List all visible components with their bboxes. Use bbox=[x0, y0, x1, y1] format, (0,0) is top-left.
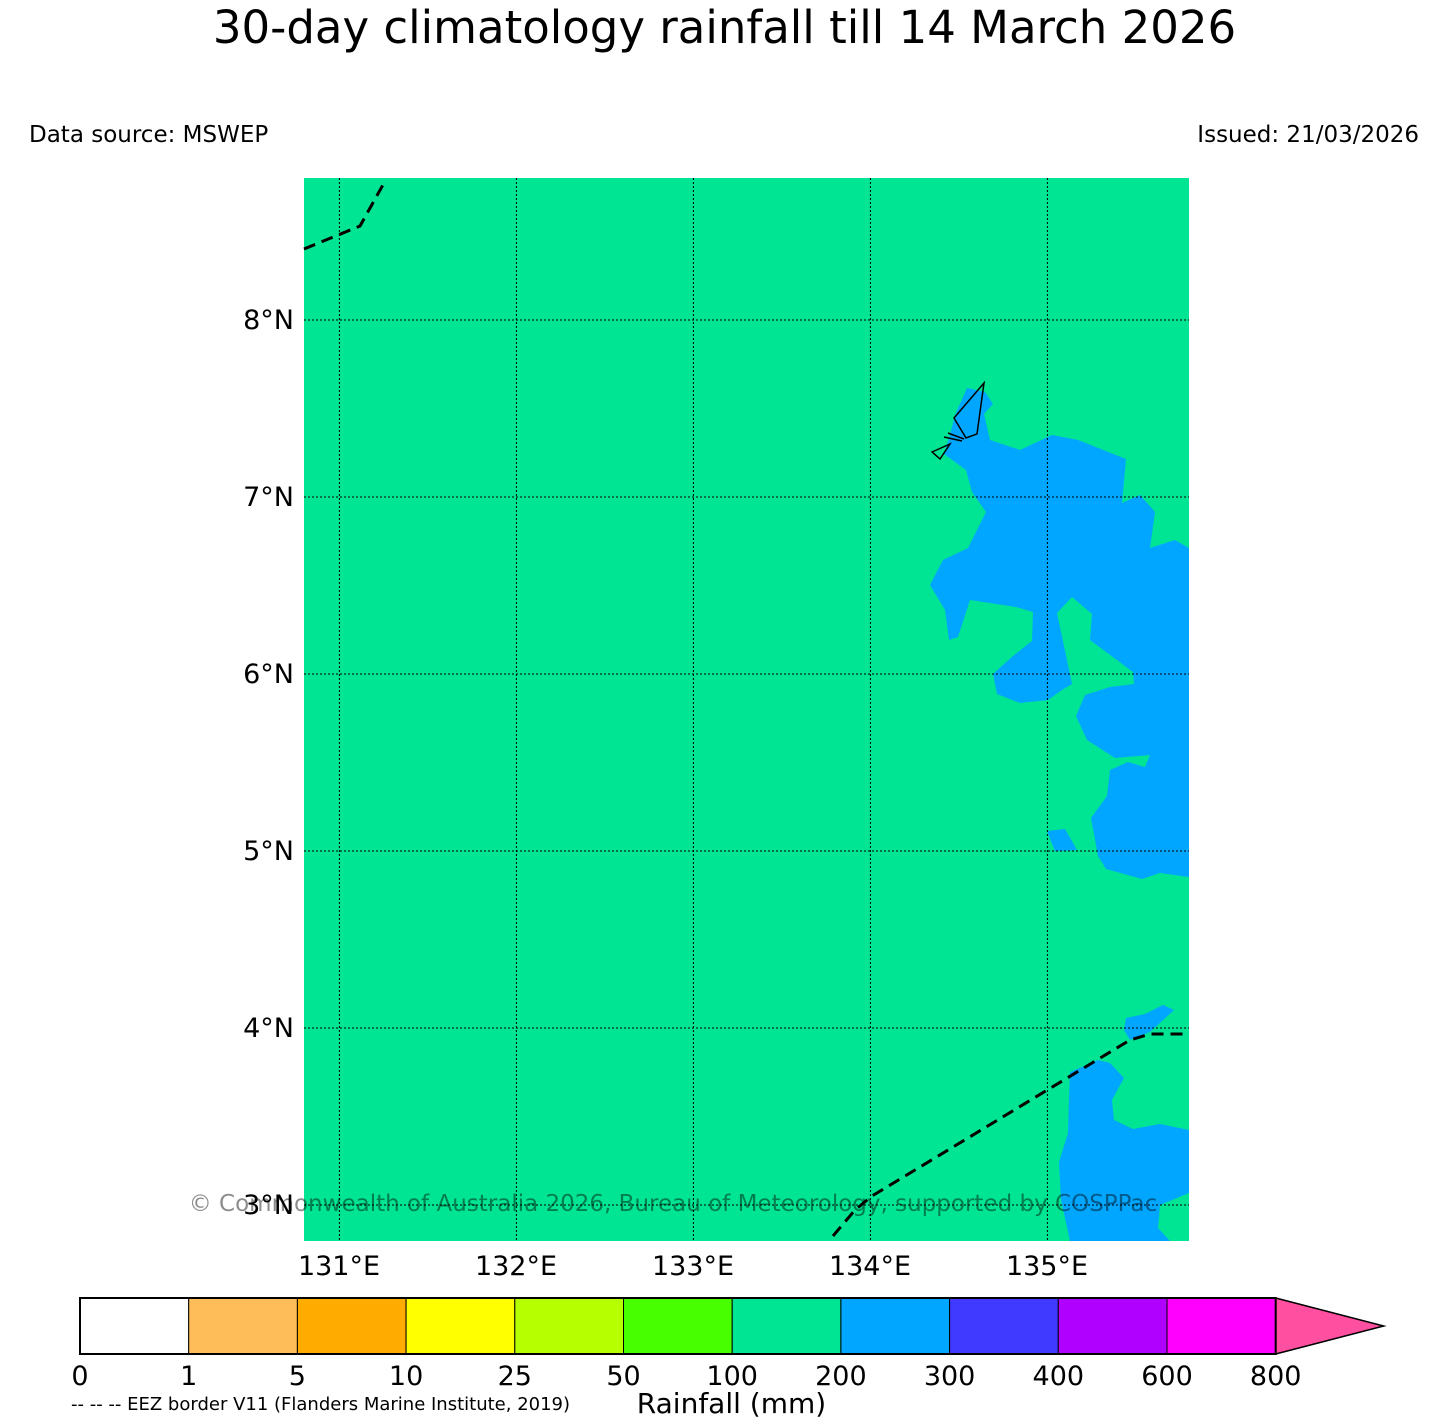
colorbar-label: Rainfall (mm) bbox=[636, 1387, 827, 1420]
colorbar-tick-label: 50 bbox=[606, 1361, 640, 1392]
lat-label-7n: 7°N bbox=[243, 482, 294, 513]
colorbar-segment bbox=[623, 1297, 733, 1355]
colorbar-segment bbox=[840, 1297, 951, 1355]
copyright-text: © Commonwealth of Australia 2026, Bureau… bbox=[189, 1191, 1158, 1217]
colorbar-segment bbox=[1057, 1297, 1168, 1355]
colorbar-tick-labels: 0 1 5 10 25 50 100 200 300 400 600 800 bbox=[71, 1361, 1301, 1392]
eez-footnote: -- -- -- EEZ border V11 (Flanders Marine… bbox=[71, 1394, 571, 1415]
latitude-labels: 8°N 7°N 6°N 5°N 4°N 3°N bbox=[243, 305, 294, 1221]
colorbar-segment bbox=[1166, 1297, 1277, 1355]
colorbar-segment bbox=[949, 1297, 1059, 1355]
lon-label-134e: 134°E bbox=[829, 1251, 911, 1282]
lat-label-6n: 6°N bbox=[243, 659, 294, 690]
page-title: 30-day climatology rainfall till 14 Marc… bbox=[212, 1, 1237, 54]
rainfall-region-north-east bbox=[930, 388, 1189, 879]
colorbar-extend-arrow bbox=[1274, 1297, 1387, 1355]
lon-label-133e: 133°E bbox=[652, 1251, 734, 1282]
issued-date-label: Issued: 21/03/2026 bbox=[1197, 122, 1419, 148]
rainfall-region-small-east bbox=[1047, 829, 1077, 851]
colorbar-tick-label: 1 bbox=[180, 1361, 197, 1392]
colorbar-tick-label: 600 bbox=[1141, 1361, 1193, 1392]
colorbar-segment bbox=[731, 1297, 842, 1355]
colorbar-tick-label: 0 bbox=[71, 1361, 88, 1392]
island-coastline bbox=[930, 380, 986, 461]
colorbar-segment bbox=[296, 1297, 407, 1355]
lon-label-135e: 135°E bbox=[1006, 1251, 1088, 1282]
lat-label-3n: 3°N bbox=[243, 1190, 294, 1221]
colorbar bbox=[79, 1297, 1387, 1355]
colorbar-segment bbox=[79, 1297, 190, 1355]
colorbar-tick-label: 200 bbox=[815, 1361, 867, 1392]
data-source-label: Data source: MSWEP bbox=[29, 122, 269, 148]
map-gridlines bbox=[304, 178, 1189, 1241]
colorbar-tick-label: 25 bbox=[498, 1361, 532, 1392]
colorbar-tick-label: 5 bbox=[289, 1361, 306, 1392]
lat-label-5n: 5°N bbox=[243, 836, 294, 867]
lon-label-132e: 132°E bbox=[475, 1251, 557, 1282]
longitude-labels: 131°E 132°E 133°E 134°E 135°E bbox=[298, 1251, 1088, 1282]
rainfall-region-south-east-small bbox=[1124, 1005, 1174, 1040]
colorbar-segment bbox=[514, 1297, 624, 1355]
rainfall-region-south-east bbox=[1059, 1060, 1189, 1241]
lat-label-4n: 4°N bbox=[243, 1013, 294, 1044]
map-background-field bbox=[304, 178, 1189, 1241]
colorbar-segment bbox=[405, 1297, 516, 1355]
colorbar-segment bbox=[188, 1297, 298, 1355]
lat-label-8n: 8°N bbox=[243, 305, 294, 336]
eez-border bbox=[303, 182, 1186, 1237]
lon-label-131e: 131°E bbox=[298, 1251, 380, 1282]
colorbar-tick-label: 300 bbox=[924, 1361, 976, 1392]
colorbar-tick-label: 800 bbox=[1250, 1361, 1302, 1392]
colorbar-tick-label: 100 bbox=[706, 1361, 758, 1392]
colorbar-outline bbox=[79, 1297, 1277, 1355]
colorbar-tick-label: 10 bbox=[389, 1361, 423, 1392]
colorbar-tick-label: 400 bbox=[1033, 1361, 1085, 1392]
